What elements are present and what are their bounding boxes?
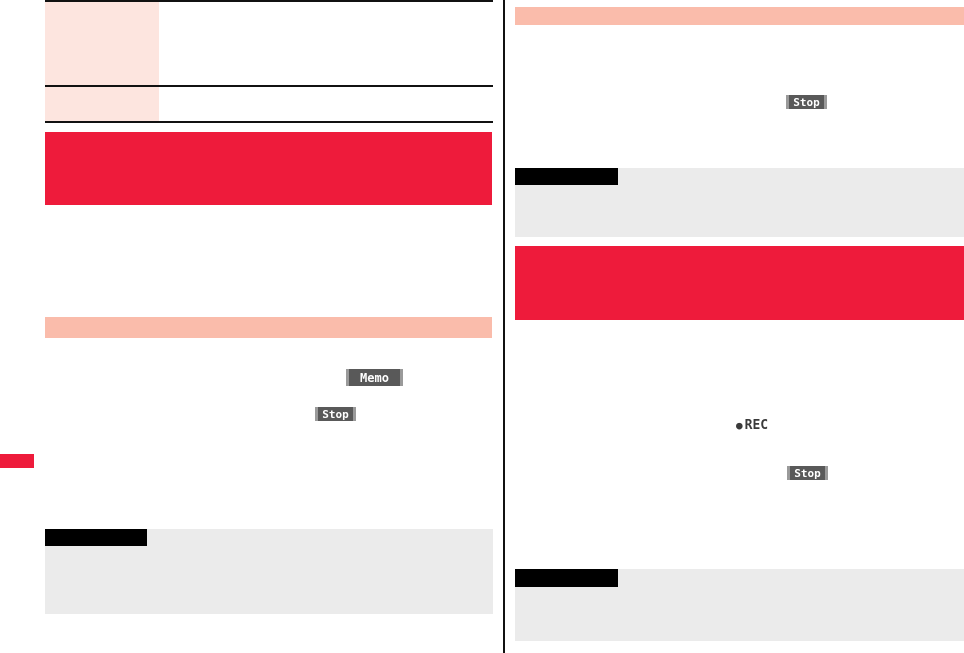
- information-panel-right-bottom: [515, 569, 964, 641]
- page-edge-index-tab: [0, 454, 34, 468]
- stop-button-left[interactable]: Stop: [315, 407, 356, 421]
- stop-button-right-bottom[interactable]: Stop: [787, 466, 828, 480]
- information-header-bar-right-top: [515, 168, 618, 185]
- left-bottom-rule: [45, 121, 493, 123]
- section-heading-banner-left: [45, 132, 492, 205]
- left-top-rule: [45, 0, 493, 2]
- column-divider-rule: [503, 0, 505, 653]
- pink-table-cell-second: [45, 87, 159, 121]
- information-panel-right-top: [515, 168, 964, 237]
- rec-indicator: ● REC: [736, 418, 768, 433]
- pink-table-cell-top: [45, 2, 159, 85]
- subsection-bar-left: [45, 317, 492, 338]
- rec-indicator-label: REC: [744, 418, 769, 433]
- section-heading-banner-right: [515, 246, 964, 320]
- memo-button[interactable]: Memo: [346, 369, 403, 386]
- rec-dot-icon: ●: [736, 419, 743, 432]
- information-header-bar-left: [45, 529, 147, 546]
- subsection-bar-right-top: [515, 7, 964, 25]
- stop-button-right-top[interactable]: Stop: [786, 95, 827, 109]
- information-header-bar-right-bottom: [515, 569, 618, 587]
- information-panel-left: [45, 529, 493, 614]
- left-middle-rule: [45, 85, 493, 87]
